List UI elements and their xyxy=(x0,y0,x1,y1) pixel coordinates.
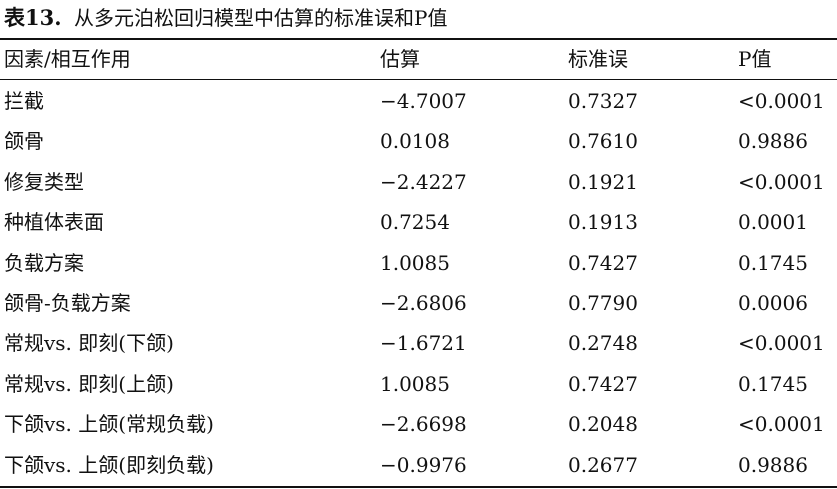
row-label: 颌骨-负载方案 xyxy=(4,291,131,315)
cell: 0.2748 xyxy=(568,331,638,356)
row-label: 种植体表面 xyxy=(4,210,104,235)
row-label: 下颌vs. 上颌(即刻负载) xyxy=(4,452,214,477)
cell: −2.6806 xyxy=(380,291,467,315)
cell: 0.1913 xyxy=(568,210,638,235)
cell: 0.7790 xyxy=(568,291,638,315)
cell: 1.0085 xyxy=(380,250,450,275)
bottom-rule xyxy=(0,486,837,488)
table-title: 从多元泊松回归模型中估算的标准误和P值 xyxy=(74,6,448,30)
cell: 0.1921 xyxy=(568,169,638,194)
cell: 0.0108 xyxy=(380,129,450,154)
header-rule xyxy=(0,79,837,80)
row-label: 常规vs. 即刻(上颌) xyxy=(4,371,174,396)
cell: <0.0001 xyxy=(738,89,825,113)
cell: <0.0001 xyxy=(738,169,825,194)
cell: 0.7427 xyxy=(568,250,638,275)
cell: 0.7254 xyxy=(380,210,450,235)
cell: 0.7610 xyxy=(568,129,638,154)
row-label: 拦截 xyxy=(4,89,44,113)
header-cell: 估算 xyxy=(380,47,420,71)
cell: 0.7427 xyxy=(568,371,638,396)
header-cell: 因素/相互作用 xyxy=(4,47,131,71)
table-number: 表13. xyxy=(4,5,62,30)
cell: −4.7007 xyxy=(380,89,467,113)
header-cell: P值 xyxy=(738,47,772,71)
cell: <0.0001 xyxy=(738,331,825,356)
cell: −0.9976 xyxy=(380,452,467,477)
cell: 0.2048 xyxy=(568,412,638,437)
cell: 0.9886 xyxy=(738,129,808,154)
cell: <0.0001 xyxy=(738,412,825,437)
cell: −1.6721 xyxy=(380,331,467,356)
row-label: 负载方案 xyxy=(4,250,84,275)
top-rule xyxy=(0,38,837,40)
row-label: 修复类型 xyxy=(4,169,84,194)
cell: 0.2677 xyxy=(568,452,638,477)
cell: 0.0006 xyxy=(738,291,808,315)
cell: 0.9886 xyxy=(738,452,808,477)
header-cell: 标准误 xyxy=(568,47,628,71)
row-label: 下颌vs. 上颌(常规负载) xyxy=(4,412,214,437)
row-label: 常规vs. 即刻(下颌) xyxy=(4,331,174,356)
cell: −2.4227 xyxy=(380,169,467,194)
cell: 0.7327 xyxy=(568,89,638,113)
cell: 0.1745 xyxy=(738,250,808,275)
cell: −2.6698 xyxy=(380,412,467,437)
row-label: 颌骨 xyxy=(4,129,44,154)
cell: 0.1745 xyxy=(738,371,808,396)
cell: 0.0001 xyxy=(738,210,808,235)
cell: 1.0085 xyxy=(380,371,450,396)
